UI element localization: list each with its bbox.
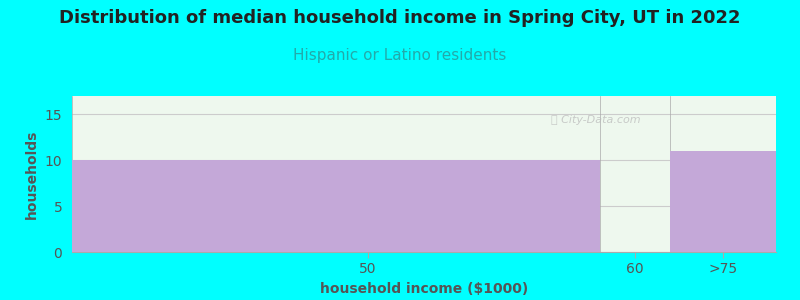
X-axis label: household income ($1000): household income ($1000) (320, 282, 528, 296)
Y-axis label: households: households (25, 129, 39, 219)
Text: Distribution of median household income in Spring City, UT in 2022: Distribution of median household income … (59, 9, 741, 27)
Text: Hispanic or Latino residents: Hispanic or Latino residents (294, 48, 506, 63)
Bar (670, 151, 776, 252)
Bar (72, 160, 600, 252)
Text: ⓘ City-Data.com: ⓘ City-Data.com (550, 115, 640, 125)
